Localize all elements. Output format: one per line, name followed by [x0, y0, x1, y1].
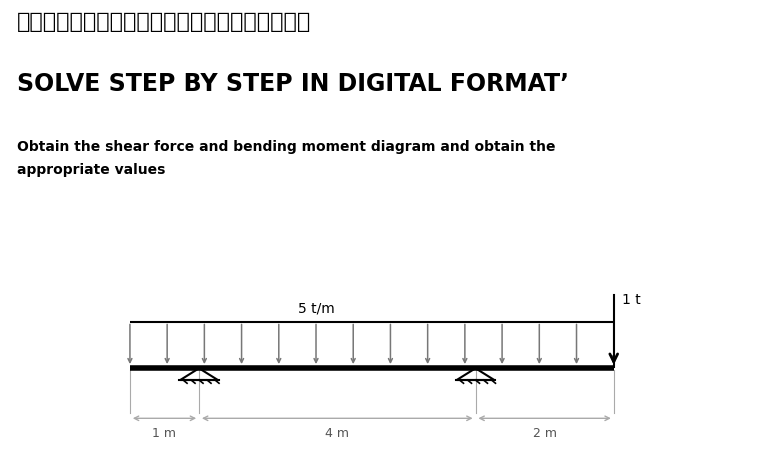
Text: デジタル形式で段階的に解決　　ありがとう！！: デジタル形式で段階的に解決 ありがとう！！ [17, 12, 311, 32]
Text: SOLVE STEP BY STEP IN DIGITAL FORMATʼ: SOLVE STEP BY STEP IN DIGITAL FORMATʼ [17, 72, 569, 96]
Text: Obtain the shear force and bending moment diagram and obtain the: Obtain the shear force and bending momen… [17, 140, 555, 154]
Text: 1 t: 1 t [622, 293, 641, 307]
Text: 5 t/m: 5 t/m [298, 302, 335, 316]
Text: 1 m: 1 m [153, 427, 176, 439]
Text: 4 m: 4 m [325, 427, 349, 439]
Text: 2 m: 2 m [533, 427, 557, 439]
Text: appropriate values: appropriate values [17, 163, 165, 177]
